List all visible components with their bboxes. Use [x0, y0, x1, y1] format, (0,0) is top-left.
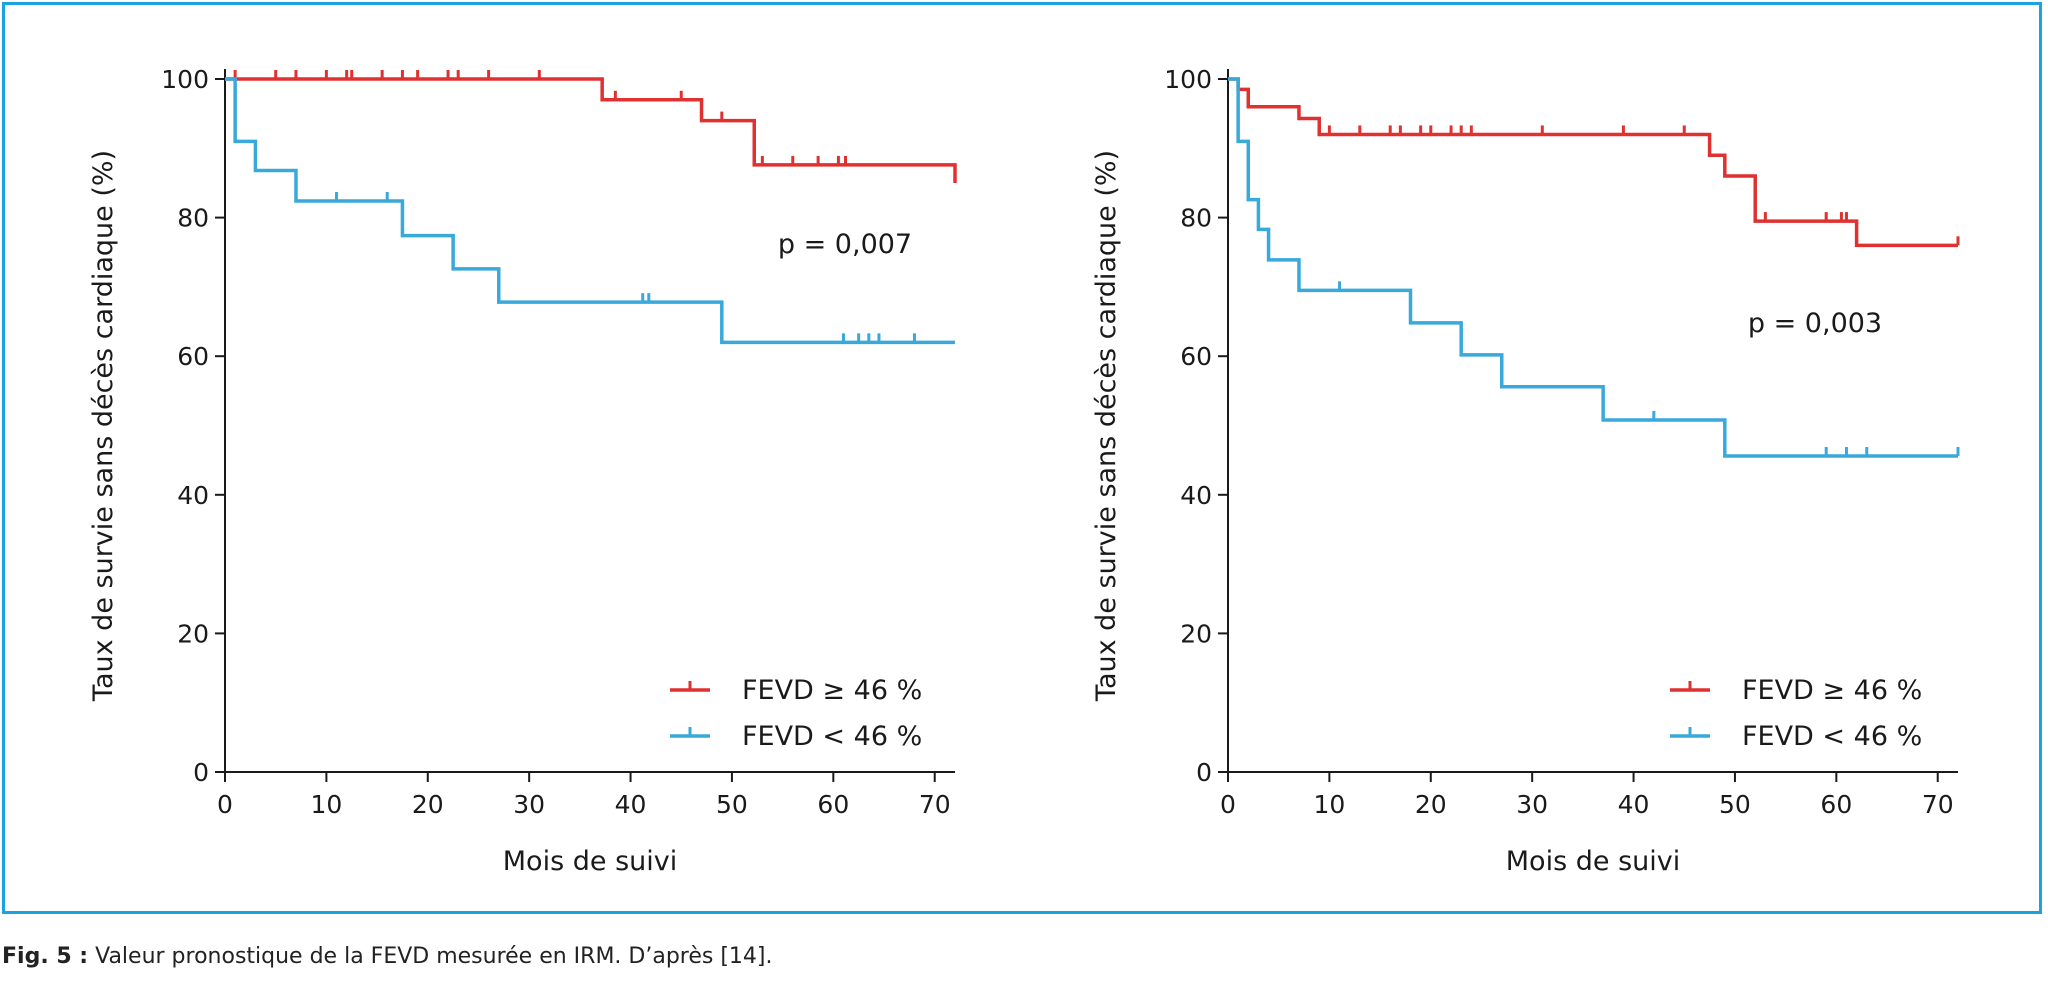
x-tick-label: 60 — [817, 790, 849, 819]
y-tick-label: 0 — [1196, 758, 1212, 787]
chart-panel-2: 0 10 20 30 40 50 60 70 0 20 40 60 80 100 Mois de suivi… — [1091, 65, 1960, 877]
y-axis-title: Taux de survie sans décès cardiaque (%) — [88, 150, 119, 702]
caption-text: Valeur pronostique de la FEVD mesurée en… — [95, 944, 773, 969]
series-line-2 — [1228, 77, 1958, 458]
y-tick-label: 20 — [1180, 619, 1212, 648]
legend-label: FEVD ≥ 46 % — [742, 675, 922, 706]
x-tick-label: 10 — [310, 790, 342, 819]
y-tick-label: 100 — [161, 65, 209, 94]
x-tick-label: 20 — [1415, 790, 1447, 819]
x-tick-label: 10 — [1313, 790, 1345, 819]
x-tick-label: 40 — [1618, 790, 1650, 819]
series-line-1 — [225, 77, 957, 183]
caption-label: Fig. 5 : — [2, 944, 89, 969]
x-tick-label: 30 — [513, 790, 545, 819]
x-tick-label: 20 — [412, 790, 444, 819]
figure-caption: Fig. 5 : Valeur pronostique de la FEVD m… — [2, 944, 773, 969]
p-value-annotation: p = 0,003 — [1748, 308, 1882, 339]
y-axis-title: Taux de survie sans décès cardiaque (%) — [1091, 150, 1122, 702]
x-tick-label: 40 — [615, 790, 647, 819]
p-value-annotation: p = 0,007 — [778, 229, 912, 260]
y-tick-label: 60 — [177, 342, 209, 371]
x-tick-label: 50 — [716, 790, 748, 819]
figure-frame — [2, 2, 2042, 914]
x-tick-label: 70 — [919, 790, 951, 819]
x-tick-label: 50 — [1719, 790, 1751, 819]
x-axis-title: Mois de suivi — [1506, 846, 1680, 877]
y-tick-label: 20 — [177, 619, 209, 648]
y-tick-label: 80 — [1180, 204, 1212, 233]
legend-label: FEVD ≥ 46 % — [1742, 675, 1922, 706]
x-axis-title: Mois de suivi — [503, 846, 677, 877]
series-line-1 — [1228, 77, 1958, 248]
legend-label: FEVD < 46 % — [742, 721, 922, 752]
x-tick-label: 60 — [1820, 790, 1852, 819]
chart-panel-1: 0 10 20 30 40 50 60 70 0 20 40 60 80 100 Mois de suivi… — [88, 65, 957, 877]
y-tick-label: 0 — [193, 758, 209, 787]
y-tick-label: 60 — [1180, 342, 1212, 371]
x-tick-label: 70 — [1922, 790, 1954, 819]
x-tick-label: 30 — [1516, 790, 1548, 819]
legend-label: FEVD < 46 % — [1742, 721, 1922, 752]
y-tick-label: 40 — [177, 481, 209, 510]
x-tick-label: 0 — [1220, 790, 1236, 819]
y-tick-label: 100 — [1164, 65, 1212, 94]
y-tick-label: 40 — [1180, 481, 1212, 510]
series-line-2 — [225, 77, 955, 345]
x-tick-label: 0 — [217, 790, 233, 819]
y-tick-label: 80 — [177, 204, 209, 233]
